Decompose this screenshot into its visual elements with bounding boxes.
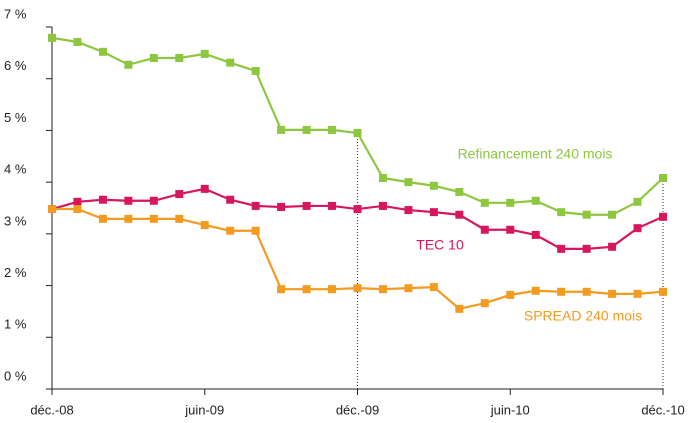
point (404, 206, 413, 215)
point (480, 225, 489, 234)
point (633, 197, 642, 206)
y-tick-label: 0 % (4, 368, 27, 383)
point (149, 196, 158, 205)
point (404, 178, 413, 187)
point (659, 174, 667, 183)
point (429, 208, 438, 217)
point (608, 289, 617, 298)
point (557, 287, 566, 296)
point (302, 201, 311, 210)
y-tick-label: 5 % (4, 110, 27, 125)
point (175, 190, 184, 199)
point (48, 33, 56, 42)
point (98, 195, 107, 204)
y-tick-label: 2 % (4, 265, 27, 280)
point (124, 196, 133, 205)
y-tick-label: 3 % (4, 213, 27, 228)
point (149, 214, 158, 223)
point (353, 205, 362, 214)
point (200, 221, 209, 230)
x-tick-label: juin-09 (184, 402, 224, 417)
point (73, 37, 82, 46)
point (480, 198, 489, 207)
x-tick-label: déc.-08 (30, 402, 73, 417)
point (429, 283, 438, 292)
point (226, 226, 235, 235)
point (73, 205, 82, 214)
point (659, 212, 667, 221)
point (455, 210, 464, 219)
point (302, 285, 311, 294)
point (582, 210, 591, 219)
point (124, 214, 133, 223)
point (455, 187, 464, 196)
point (659, 287, 667, 296)
point (378, 174, 387, 183)
point (531, 230, 540, 239)
series-line (51, 36, 664, 216)
point (608, 242, 617, 251)
point (149, 54, 158, 63)
y-tick-label: 1 % (4, 317, 27, 332)
point (557, 244, 566, 253)
point (226, 195, 235, 204)
series-label: Refinancement 240 mois (458, 146, 613, 162)
point (608, 210, 617, 219)
x-tick-label: déc.-10 (641, 402, 684, 417)
point (200, 184, 209, 193)
point (378, 201, 387, 210)
point (48, 205, 56, 214)
point (328, 125, 337, 134)
point (277, 125, 286, 134)
point (226, 58, 235, 67)
point (506, 198, 515, 207)
point (557, 208, 566, 217)
point (251, 201, 260, 210)
y-tick-label: 6 % (4, 58, 27, 73)
point (277, 202, 286, 211)
point (353, 129, 362, 138)
point (277, 285, 286, 294)
point (175, 54, 184, 63)
point (302, 125, 311, 134)
point (175, 214, 184, 223)
point (328, 285, 337, 294)
point (582, 287, 591, 296)
y-tick-label: 4 % (4, 162, 27, 177)
point (506, 225, 515, 234)
point (98, 214, 107, 223)
point (73, 197, 82, 206)
point (378, 285, 387, 294)
point (633, 289, 642, 298)
y-tick-label: 7 % (4, 6, 27, 21)
point (251, 226, 260, 235)
point (455, 304, 464, 313)
point (124, 60, 133, 69)
point (251, 66, 260, 75)
point (98, 47, 107, 56)
x-tick-label: juin-10 (490, 402, 530, 417)
point (531, 196, 540, 205)
point (633, 224, 642, 233)
point (200, 49, 209, 58)
point (404, 284, 413, 293)
point (480, 299, 489, 308)
point (531, 286, 540, 295)
point (353, 284, 362, 293)
point (582, 244, 591, 253)
series-label: SPREAD 240 mois (524, 308, 642, 324)
series-label: TEC 10 (416, 237, 464, 253)
point (328, 201, 337, 210)
x-tick-label: déc.-09 (336, 402, 379, 417)
point (429, 181, 438, 190)
point (506, 290, 515, 299)
